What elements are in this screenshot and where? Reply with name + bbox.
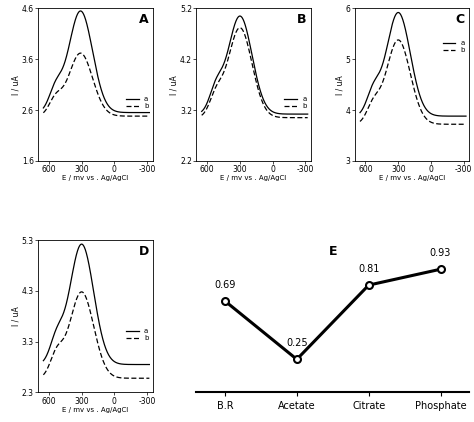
X-axis label: E / mv vs . Ag/AgCl: E / mv vs . Ag/AgCl [379, 176, 445, 181]
Legend: a, b: a, b [125, 327, 149, 342]
Text: 0.93: 0.93 [430, 248, 451, 258]
Legend: a, b: a, b [283, 96, 308, 110]
Y-axis label: I / uA: I / uA [335, 75, 344, 95]
Y-axis label: I / uA: I / uA [11, 75, 20, 95]
Text: A: A [139, 13, 148, 26]
Legend: a, b: a, b [442, 39, 466, 54]
Text: D: D [139, 245, 149, 258]
Text: 0.81: 0.81 [358, 264, 379, 274]
X-axis label: E / mv vs . Ag/AgCl: E / mv vs . Ag/AgCl [62, 176, 128, 181]
Text: 0.69: 0.69 [214, 280, 236, 290]
Text: C: C [456, 13, 465, 26]
Legend: a, b: a, b [125, 96, 149, 110]
Text: B: B [297, 13, 307, 26]
X-axis label: E / mv vs . Ag/AgCl: E / mv vs . Ag/AgCl [220, 176, 287, 181]
Y-axis label: I / uA: I / uA [170, 75, 179, 95]
X-axis label: E / mv vs . Ag/AgCl: E / mv vs . Ag/AgCl [62, 407, 128, 413]
Y-axis label: I / uA: I / uA [11, 306, 20, 326]
Text: 0.25: 0.25 [286, 338, 308, 348]
Text: E: E [328, 245, 337, 258]
